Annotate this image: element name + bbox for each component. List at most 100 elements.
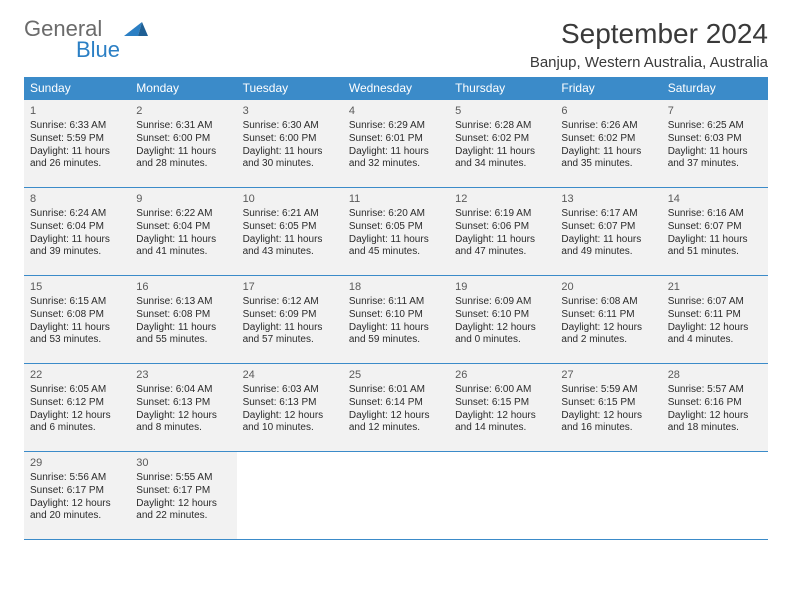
calendar-day-cell: 18Sunrise: 6:11 AMSunset: 6:10 PMDayligh… [343,276,449,364]
day-number: 11 [349,190,443,208]
sunrise-text: Sunrise: 6:08 AM [561,296,655,309]
sunset-text: Sunset: 6:10 PM [349,309,443,322]
daylight-line1: Daylight: 11 hours [349,322,443,335]
calendar-day-cell [343,452,449,540]
daylight-line2: and 12 minutes. [349,422,443,435]
day-number: 3 [243,102,337,120]
day-number: 30 [136,454,230,472]
calendar-day-cell: 13Sunrise: 6:17 AMSunset: 6:07 PMDayligh… [555,188,661,276]
calendar-week-row: 8Sunrise: 6:24 AMSunset: 6:04 PMDaylight… [24,188,768,276]
sunset-text: Sunset: 6:06 PM [455,221,549,234]
calendar-day-cell: 10Sunrise: 6:21 AMSunset: 6:05 PMDayligh… [237,188,343,276]
daylight-line2: and 41 minutes. [136,246,230,259]
month-title: September 2024 [530,18,768,50]
daylight-line1: Daylight: 12 hours [349,410,443,423]
daylight-line2: and 47 minutes. [455,246,549,259]
daylight-line2: and 8 minutes. [136,422,230,435]
daylight-line1: Daylight: 11 hours [561,146,655,159]
sunrise-text: Sunrise: 6:13 AM [136,296,230,309]
sunrise-text: Sunrise: 5:56 AM [30,472,124,485]
calendar-day-cell: 29Sunrise: 5:56 AMSunset: 6:17 PMDayligh… [24,452,130,540]
sunrise-text: Sunrise: 6:03 AM [243,384,337,397]
sunrise-text: Sunrise: 6:31 AM [136,120,230,133]
day-number: 4 [349,102,443,120]
sunset-text: Sunset: 6:15 PM [455,397,549,410]
daylight-line2: and 30 minutes. [243,158,337,171]
calendar-day-cell: 17Sunrise: 6:12 AMSunset: 6:09 PMDayligh… [237,276,343,364]
sunrise-text: Sunrise: 6:07 AM [668,296,762,309]
sunset-text: Sunset: 6:02 PM [455,133,549,146]
sunrise-text: Sunrise: 6:17 AM [561,208,655,221]
daylight-line1: Daylight: 11 hours [668,146,762,159]
calendar-day-cell: 26Sunrise: 6:00 AMSunset: 6:15 PMDayligh… [449,364,555,452]
calendar-day-cell: 2Sunrise: 6:31 AMSunset: 6:00 PMDaylight… [130,100,236,188]
day-header-row: Sunday Monday Tuesday Wednesday Thursday… [24,77,768,100]
daylight-line2: and 37 minutes. [668,158,762,171]
day-number: 28 [668,366,762,384]
daylight-line2: and 32 minutes. [349,158,443,171]
logo: General Blue [24,18,148,61]
sunset-text: Sunset: 6:00 PM [243,133,337,146]
daylight-line1: Daylight: 11 hours [455,234,549,247]
sunset-text: Sunset: 6:16 PM [668,397,762,410]
daylight-line2: and 49 minutes. [561,246,655,259]
sunset-text: Sunset: 6:17 PM [136,485,230,498]
calendar-week-row: 22Sunrise: 6:05 AMSunset: 6:12 PMDayligh… [24,364,768,452]
day-number: 23 [136,366,230,384]
daylight-line2: and 4 minutes. [668,334,762,347]
day-number: 6 [561,102,655,120]
daylight-line2: and 14 minutes. [455,422,549,435]
daylight-line2: and 39 minutes. [30,246,124,259]
daylight-line2: and 34 minutes. [455,158,549,171]
sunrise-text: Sunrise: 6:11 AM [349,296,443,309]
calendar-day-cell: 28Sunrise: 5:57 AMSunset: 6:16 PMDayligh… [662,364,768,452]
sunrise-text: Sunrise: 5:59 AM [561,384,655,397]
daylight-line2: and 35 minutes. [561,158,655,171]
sunset-text: Sunset: 6:07 PM [668,221,762,234]
daylight-line2: and 55 minutes. [136,334,230,347]
sunset-text: Sunset: 6:08 PM [30,309,124,322]
sunset-text: Sunset: 6:03 PM [668,133,762,146]
sunset-text: Sunset: 6:10 PM [455,309,549,322]
daylight-line1: Daylight: 11 hours [30,146,124,159]
day-header-tue: Tuesday [237,77,343,100]
calendar-day-cell [555,452,661,540]
sunset-text: Sunset: 6:12 PM [30,397,124,410]
day-number: 19 [455,278,549,296]
daylight-line1: Daylight: 12 hours [455,322,549,335]
daylight-line1: Daylight: 11 hours [136,146,230,159]
sunrise-text: Sunrise: 6:33 AM [30,120,124,133]
daylight-line2: and 28 minutes. [136,158,230,171]
sunset-text: Sunset: 6:11 PM [668,309,762,322]
sunrise-text: Sunrise: 6:00 AM [455,384,549,397]
location-text: Banjup, Western Australia, Australia [530,54,768,71]
calendar-day-cell: 3Sunrise: 6:30 AMSunset: 6:00 PMDaylight… [237,100,343,188]
calendar-day-cell: 23Sunrise: 6:04 AMSunset: 6:13 PMDayligh… [130,364,236,452]
calendar-day-cell: 21Sunrise: 6:07 AMSunset: 6:11 PMDayligh… [662,276,768,364]
day-number: 12 [455,190,549,208]
daylight-line1: Daylight: 12 hours [455,410,549,423]
daylight-line2: and 18 minutes. [668,422,762,435]
sunrise-text: Sunrise: 6:21 AM [243,208,337,221]
sunset-text: Sunset: 6:09 PM [243,309,337,322]
sunrise-text: Sunrise: 6:05 AM [30,384,124,397]
sunset-text: Sunset: 6:02 PM [561,133,655,146]
calendar-table: Sunday Monday Tuesday Wednesday Thursday… [24,77,768,540]
sunset-text: Sunset: 6:11 PM [561,309,655,322]
sunset-text: Sunset: 6:04 PM [136,221,230,234]
sunrise-text: Sunrise: 6:12 AM [243,296,337,309]
day-number: 5 [455,102,549,120]
calendar-day-cell: 6Sunrise: 6:26 AMSunset: 6:02 PMDaylight… [555,100,661,188]
calendar-day-cell: 7Sunrise: 6:25 AMSunset: 6:03 PMDaylight… [662,100,768,188]
calendar-day-cell [237,452,343,540]
sunset-text: Sunset: 6:01 PM [349,133,443,146]
daylight-line2: and 51 minutes. [668,246,762,259]
sunset-text: Sunset: 6:05 PM [349,221,443,234]
daylight-line2: and 57 minutes. [243,334,337,347]
sunset-text: Sunset: 6:15 PM [561,397,655,410]
daylight-line1: Daylight: 11 hours [30,234,124,247]
sunrise-text: Sunrise: 6:16 AM [668,208,762,221]
daylight-line2: and 59 minutes. [349,334,443,347]
sunrise-text: Sunrise: 6:25 AM [668,120,762,133]
day-number: 9 [136,190,230,208]
